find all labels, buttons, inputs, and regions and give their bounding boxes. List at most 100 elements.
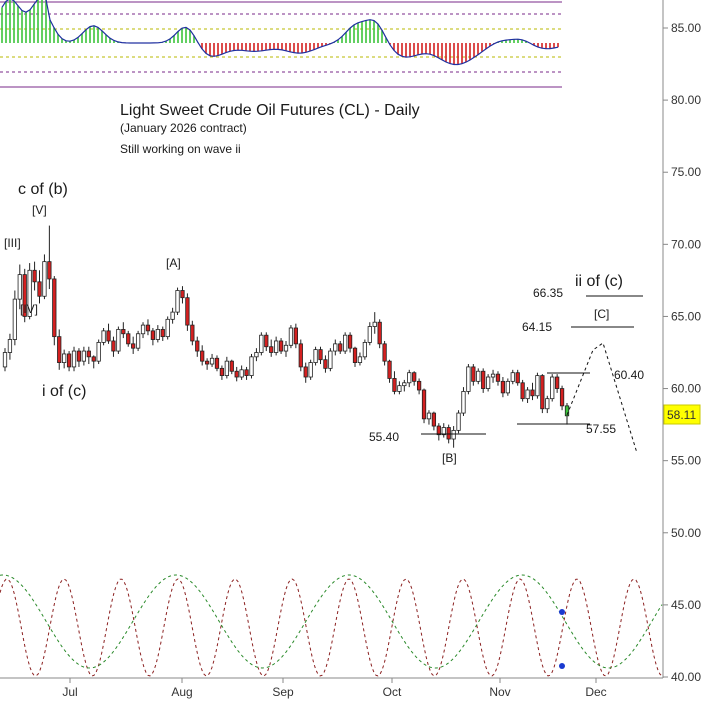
candle	[32, 261, 37, 291]
candle-body	[416, 380, 422, 391]
last-price-badge	[663, 404, 701, 425]
candle	[308, 359, 313, 380]
candle	[145, 319, 151, 336]
candle-body	[244, 369, 249, 376]
candle-body	[510, 372, 515, 382]
candle	[545, 395, 550, 414]
candle-body	[170, 311, 175, 320]
level-label-55-40: 55.40	[369, 430, 399, 444]
candle-body	[160, 329, 165, 338]
candle-body	[476, 370, 481, 382]
candle	[160, 326, 165, 341]
candle-body	[407, 372, 412, 384]
candle-body	[426, 412, 432, 420]
candle	[22, 268, 27, 323]
candle-body	[32, 269, 37, 283]
candle-body	[520, 382, 525, 400]
candle-body	[451, 429, 456, 440]
candle-body	[17, 274, 22, 300]
candle-body	[2, 352, 8, 368]
candle-body	[343, 334, 348, 352]
candle	[259, 332, 264, 356]
candle	[274, 336, 279, 356]
candle	[190, 320, 195, 346]
candle	[12, 290, 17, 346]
candle	[264, 332, 269, 352]
candle	[298, 339, 303, 372]
candle-body	[308, 362, 313, 378]
candle	[283, 340, 289, 357]
candle	[313, 346, 318, 366]
candle	[244, 366, 249, 380]
candle	[7, 333, 13, 360]
cycle-panel	[0, 574, 663, 677]
candle-body	[564, 405, 570, 417]
candle	[318, 346, 323, 365]
candle	[485, 374, 491, 392]
x-axis-ticks: Jul Aug Sep Oct Nov Dec	[62, 678, 607, 699]
wave-label-i-of-c: i of (c)	[42, 383, 86, 400]
candle	[333, 339, 338, 356]
candle	[62, 349, 67, 369]
candle-body	[303, 366, 308, 378]
candle-body	[111, 340, 116, 352]
candle-body	[505, 380, 510, 394]
cycle-marker-upper	[559, 609, 565, 615]
x-tick-label: Jul	[62, 685, 77, 699]
candle-body	[377, 321, 382, 345]
candle-body	[481, 370, 486, 389]
candle	[347, 332, 353, 353]
candle-body	[559, 388, 565, 407]
candle-body	[190, 324, 195, 342]
candle	[140, 322, 146, 339]
candle-body	[37, 281, 42, 297]
candle	[204, 358, 210, 370]
candle-body	[140, 324, 146, 335]
candle-body	[185, 297, 190, 326]
candle	[436, 423, 441, 441]
candle	[57, 329, 62, 370]
candle	[278, 338, 284, 354]
candle-body	[150, 330, 156, 340]
candle-body	[62, 353, 67, 363]
candle-body	[362, 342, 368, 358]
candle	[456, 410, 461, 434]
candle	[135, 330, 141, 352]
candle	[412, 371, 417, 386]
candle-body	[318, 349, 323, 361]
wave-label-A: [A]	[166, 256, 181, 270]
last-price-label: 58.11	[667, 408, 696, 422]
wave-label-ii-of-c: ii of (c)	[575, 273, 623, 290]
candle-body	[52, 278, 57, 338]
candle-body	[214, 357, 220, 369]
candle	[495, 371, 501, 386]
x-tick-label: Oct	[383, 685, 402, 699]
wave-label-C: [C]	[594, 307, 609, 321]
candle	[431, 411, 437, 431]
candle	[239, 365, 244, 380]
projection-path	[566, 342, 638, 454]
candle	[372, 312, 377, 334]
wave-label-c-of-b: c of (b)	[18, 181, 68, 198]
candle-body	[81, 350, 87, 362]
candle	[303, 362, 308, 383]
candle-body	[431, 412, 437, 427]
candle	[2, 348, 8, 372]
candle-body	[71, 350, 77, 368]
wave-label-III: [III]	[4, 236, 21, 250]
candle-body	[347, 334, 353, 349]
candle	[185, 293, 190, 331]
candle	[42, 254, 47, 300]
candle	[111, 336, 116, 357]
candle-body	[57, 336, 62, 363]
wave-label-IV: [IV]	[20, 302, 38, 316]
candle-body	[91, 356, 96, 362]
candle	[47, 225, 52, 290]
candle	[175, 287, 180, 316]
candle-body	[121, 329, 126, 335]
candle-body	[466, 366, 471, 392]
candle-body	[540, 375, 545, 410]
candle-body	[219, 367, 225, 376]
candle	[328, 348, 333, 372]
candle-body	[96, 342, 101, 362]
